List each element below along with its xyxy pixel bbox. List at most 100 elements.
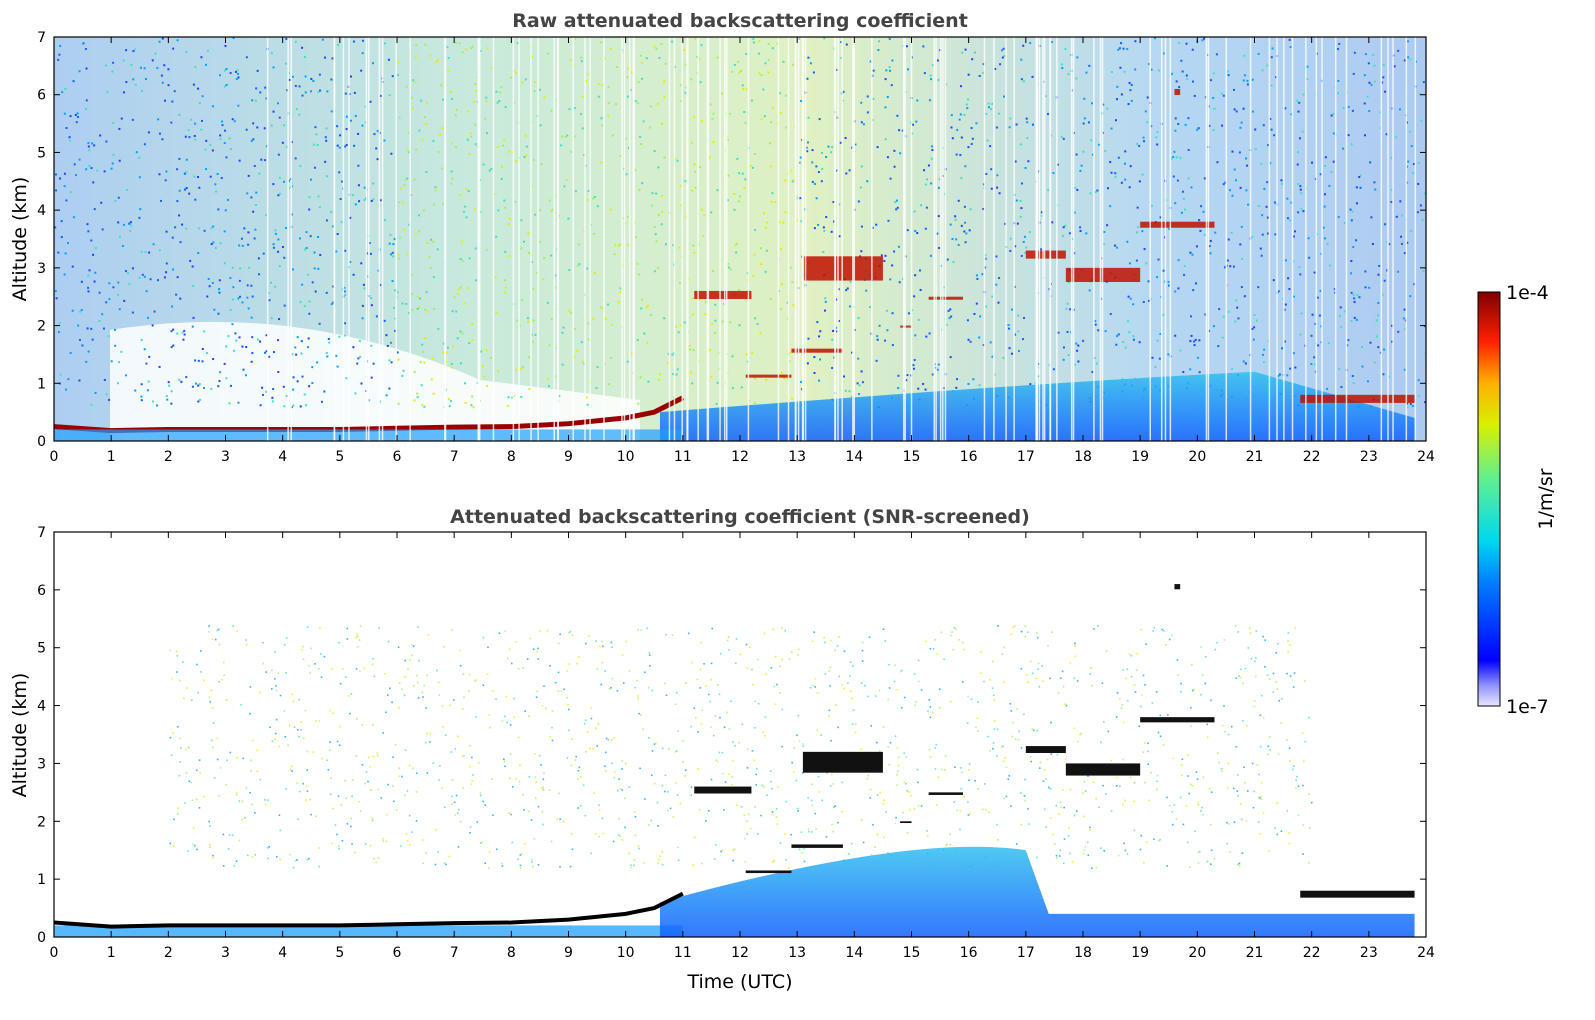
- noise-speck: [245, 639, 247, 641]
- noise-speck: [829, 666, 832, 669]
- noise-speck: [296, 782, 298, 784]
- noise-speck: [754, 377, 757, 380]
- noise-speck: [1095, 866, 1098, 869]
- noise-speck: [984, 257, 987, 260]
- noise-speck: [792, 771, 795, 773]
- noise-speck: [914, 274, 917, 277]
- noise-speck: [407, 131, 410, 134]
- noise-speck: [370, 376, 373, 379]
- data-gap: [1005, 37, 1007, 441]
- noise-speck: [537, 805, 540, 808]
- noise-speck: [866, 111, 869, 114]
- noise-speck: [1067, 835, 1070, 837]
- noise-speck: [581, 360, 584, 363]
- noise-speck: [800, 831, 803, 833]
- noise-speck: [816, 321, 819, 324]
- noise-speck: [754, 317, 757, 320]
- noise-speck: [1257, 821, 1260, 823]
- noise-speck: [432, 276, 435, 279]
- noise-speck: [501, 165, 504, 168]
- x-tick-label: 11: [674, 945, 692, 961]
- noise-speck: [931, 145, 934, 148]
- noise-speck: [429, 733, 432, 735]
- noise-speck: [472, 774, 474, 776]
- noise-speck: [96, 169, 99, 172]
- noise-speck: [1076, 349, 1079, 352]
- noise-speck: [568, 729, 570, 732]
- noise-speck: [716, 189, 719, 192]
- noise-speck: [1116, 691, 1119, 694]
- noise-speck: [331, 57, 334, 60]
- data-gap: [697, 37, 699, 441]
- noise-speck: [134, 83, 137, 86]
- noise-speck: [576, 662, 578, 665]
- noise-speck: [1114, 244, 1117, 247]
- noise-speck: [861, 641, 864, 644]
- noise-speck: [497, 209, 500, 212]
- noise-speck: [709, 700, 711, 703]
- noise-speck: [223, 230, 226, 233]
- noise-speck: [653, 149, 656, 152]
- noise-speck: [780, 627, 783, 629]
- noise-speck: [1216, 161, 1219, 164]
- noise-speck: [1117, 333, 1120, 336]
- noise-speck: [776, 42, 779, 45]
- noise-speck: [105, 393, 108, 396]
- noise-speck: [1115, 784, 1118, 787]
- noise-speck: [681, 740, 684, 742]
- noise-speck: [998, 192, 1001, 195]
- noise-speck: [424, 741, 427, 744]
- noise-speck: [344, 779, 346, 782]
- noise-speck: [206, 49, 209, 52]
- noise-speck: [209, 143, 212, 146]
- noise-speck: [532, 158, 535, 161]
- noise-speck: [795, 779, 798, 782]
- noise-speck: [401, 201, 404, 204]
- noise-speck: [432, 139, 435, 142]
- noise-speck: [667, 791, 669, 793]
- noise-speck: [317, 91, 320, 94]
- noise-speck: [356, 635, 359, 638]
- noise-speck: [627, 67, 630, 70]
- noise-speck: [788, 360, 791, 363]
- noise-speck: [185, 227, 188, 230]
- noise-speck: [379, 283, 382, 286]
- noise-speck: [1337, 79, 1340, 82]
- noise-speck: [705, 820, 707, 822]
- noise-speck: [474, 247, 477, 250]
- noise-speck: [376, 754, 379, 757]
- noise-speck: [884, 106, 887, 109]
- noise-speck: [1095, 798, 1097, 800]
- noise-speck: [316, 361, 319, 364]
- noise-speck: [529, 637, 532, 640]
- noise-speck: [299, 165, 302, 168]
- noise-speck: [811, 161, 814, 164]
- noise-speck: [744, 861, 747, 863]
- noise-speck: [479, 792, 482, 794]
- noise-speck: [1022, 240, 1025, 243]
- noise-speck: [323, 655, 326, 658]
- noise-speck: [121, 244, 124, 247]
- noise-speck: [332, 225, 335, 228]
- noise-speck: [1246, 83, 1249, 86]
- noise-speck: [1382, 64, 1385, 67]
- noise-speck: [1185, 74, 1188, 77]
- noise-speck: [1187, 148, 1190, 151]
- data-gap: [747, 37, 750, 441]
- noise-speck: [1289, 644, 1291, 646]
- noise-speck: [708, 349, 711, 352]
- noise-speck: [375, 147, 378, 150]
- noise-speck: [992, 660, 994, 663]
- noise-speck: [796, 734, 798, 737]
- noise-speck: [314, 290, 317, 293]
- noise-speck: [1200, 693, 1202, 696]
- noise-speck: [225, 156, 228, 159]
- noise-speck: [310, 90, 313, 93]
- noise-speck: [1016, 708, 1018, 710]
- noise-speck: [241, 345, 244, 348]
- noise-speck: [251, 352, 254, 355]
- noise-speck: [352, 346, 355, 349]
- noise-speck: [973, 312, 976, 315]
- noise-speck: [587, 322, 590, 325]
- noise-speck: [1308, 716, 1310, 719]
